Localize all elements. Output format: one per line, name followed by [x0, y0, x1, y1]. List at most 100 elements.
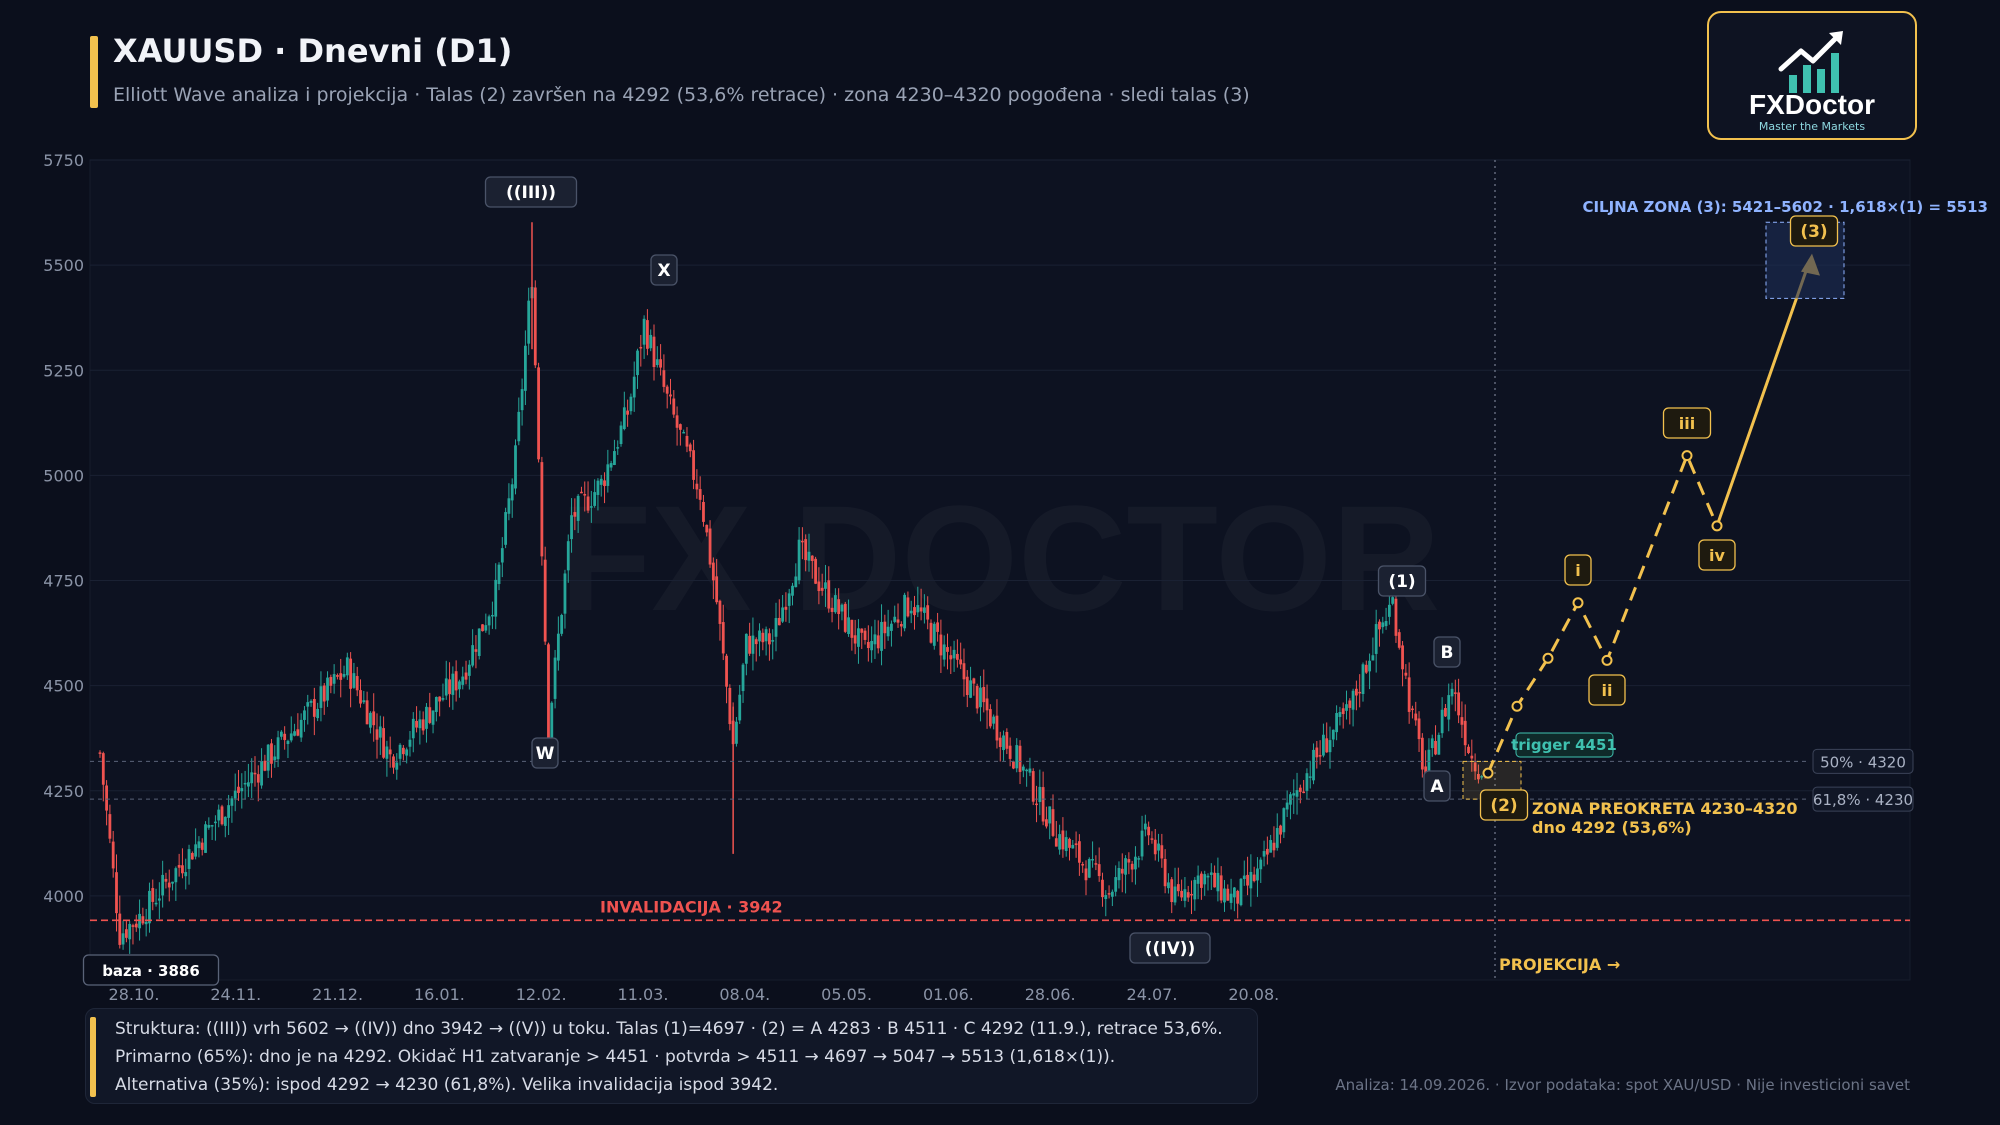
- candle-body: [1298, 787, 1302, 792]
- candle-body: [563, 573, 567, 614]
- candle-body: [1391, 597, 1395, 604]
- candle-body: [626, 410, 630, 415]
- notes-accent-bar: [90, 1017, 96, 1097]
- candle-body: [1249, 871, 1253, 889]
- candle-body: [256, 774, 260, 783]
- candle-body: [154, 902, 158, 905]
- candle-body: [425, 706, 428, 729]
- x-tick-label: 08.04.: [719, 985, 770, 1004]
- candle-body: [111, 841, 115, 869]
- candle-body: [847, 617, 850, 635]
- candle-body: [171, 881, 174, 884]
- candle-body: [233, 790, 237, 799]
- candle-body: [949, 655, 953, 660]
- candle-body: [181, 865, 184, 874]
- candle-body: [797, 539, 801, 581]
- candle-body: [134, 923, 138, 928]
- candle-body: [853, 635, 857, 644]
- candle-body: [1160, 845, 1164, 859]
- candle-body: [573, 512, 577, 517]
- candle-body: [289, 733, 293, 741]
- candle-body: [240, 788, 244, 792]
- note-structure: Struktura: ((III)) vrh 5602 → ((IV)) dno…: [115, 1019, 1223, 1039]
- candle-body: [1467, 746, 1470, 754]
- candle-body: [962, 663, 966, 680]
- candle-body: [827, 580, 831, 609]
- candle-body: [401, 747, 405, 755]
- note-alternative: Alternativa (35%): ispod 4292 → 4230 (61…: [115, 1075, 779, 1095]
- candle-body: [721, 622, 725, 654]
- wave-3-badge: [1789, 215, 1839, 247]
- candle-body: [342, 674, 346, 677]
- candle-body: [200, 842, 204, 850]
- candle-body: [758, 630, 761, 642]
- candle-body: [866, 641, 870, 649]
- candle-body: [672, 398, 676, 415]
- wave-iv-label: iv: [1709, 546, 1725, 565]
- candle-body: [899, 623, 903, 627]
- candle-body: [972, 678, 976, 684]
- candle-body: [787, 593, 791, 606]
- candle-body: [306, 702, 310, 707]
- candle-body: [820, 587, 824, 591]
- candle-body: [184, 872, 188, 877]
- candle-body: [804, 539, 808, 561]
- candle-body: [688, 444, 692, 452]
- candle-body: [843, 603, 847, 632]
- candle-body: [1351, 690, 1355, 710]
- candle-body: [1137, 858, 1141, 860]
- candle-body: [777, 617, 781, 626]
- candle-body: [890, 623, 893, 631]
- candle-body: [362, 700, 366, 703]
- candle-body: [1005, 731, 1009, 749]
- candle-body: [837, 599, 841, 615]
- candle-body: [735, 721, 738, 744]
- candle-body: [1463, 720, 1467, 746]
- candle-body: [1292, 793, 1296, 796]
- candle-body: [1427, 749, 1431, 771]
- candle-body: [1417, 718, 1421, 740]
- candle-body: [378, 726, 382, 738]
- candle-body: [408, 739, 412, 747]
- candle-body: [1361, 664, 1365, 694]
- x-tick-label: 21.12.: [312, 985, 363, 1004]
- candle-body: [639, 346, 643, 349]
- candle-body: [652, 336, 656, 368]
- candle-body: [583, 494, 587, 496]
- candle-body: [405, 749, 409, 756]
- candle-body: [1315, 747, 1319, 758]
- candle-body: [995, 715, 999, 741]
- candle-body: [649, 334, 653, 349]
- candle-body: [774, 618, 778, 637]
- candle-body: [332, 674, 336, 684]
- wave-iv-primary-label: ((IV)): [1145, 939, 1196, 959]
- candle-body: [619, 425, 623, 444]
- projection-final-leg: [1715, 259, 1812, 527]
- brand-logo: FXDoctor Master the Markets: [1707, 11, 1917, 140]
- x-tick-label: 28.10.: [109, 985, 160, 1004]
- candle-body: [1041, 787, 1045, 822]
- candle-body: [1407, 677, 1411, 712]
- x-tick-label: 11.03.: [618, 985, 669, 1004]
- candle-body: [1124, 858, 1127, 875]
- candle-body: [1104, 895, 1108, 900]
- candle-body: [411, 718, 415, 739]
- candle-body: [1275, 828, 1279, 848]
- candle-body: [715, 576, 719, 603]
- candle-body: [1045, 819, 1048, 827]
- candle-body: [800, 540, 804, 543]
- candle-body: [250, 772, 254, 784]
- candle-body: [1035, 803, 1038, 806]
- candle-body: [754, 639, 758, 645]
- candle-body: [243, 782, 247, 785]
- candle-body: [873, 634, 877, 645]
- projection-node: [1601, 654, 1613, 666]
- wave-2-badge: [1479, 789, 1529, 821]
- candle-body: [586, 496, 590, 511]
- candle-body: [768, 633, 771, 645]
- candle-body: [988, 709, 992, 727]
- candle-body: [916, 605, 920, 613]
- candle-body: [1193, 879, 1197, 900]
- candle-body: [1196, 875, 1200, 884]
- candle-body: [708, 528, 712, 565]
